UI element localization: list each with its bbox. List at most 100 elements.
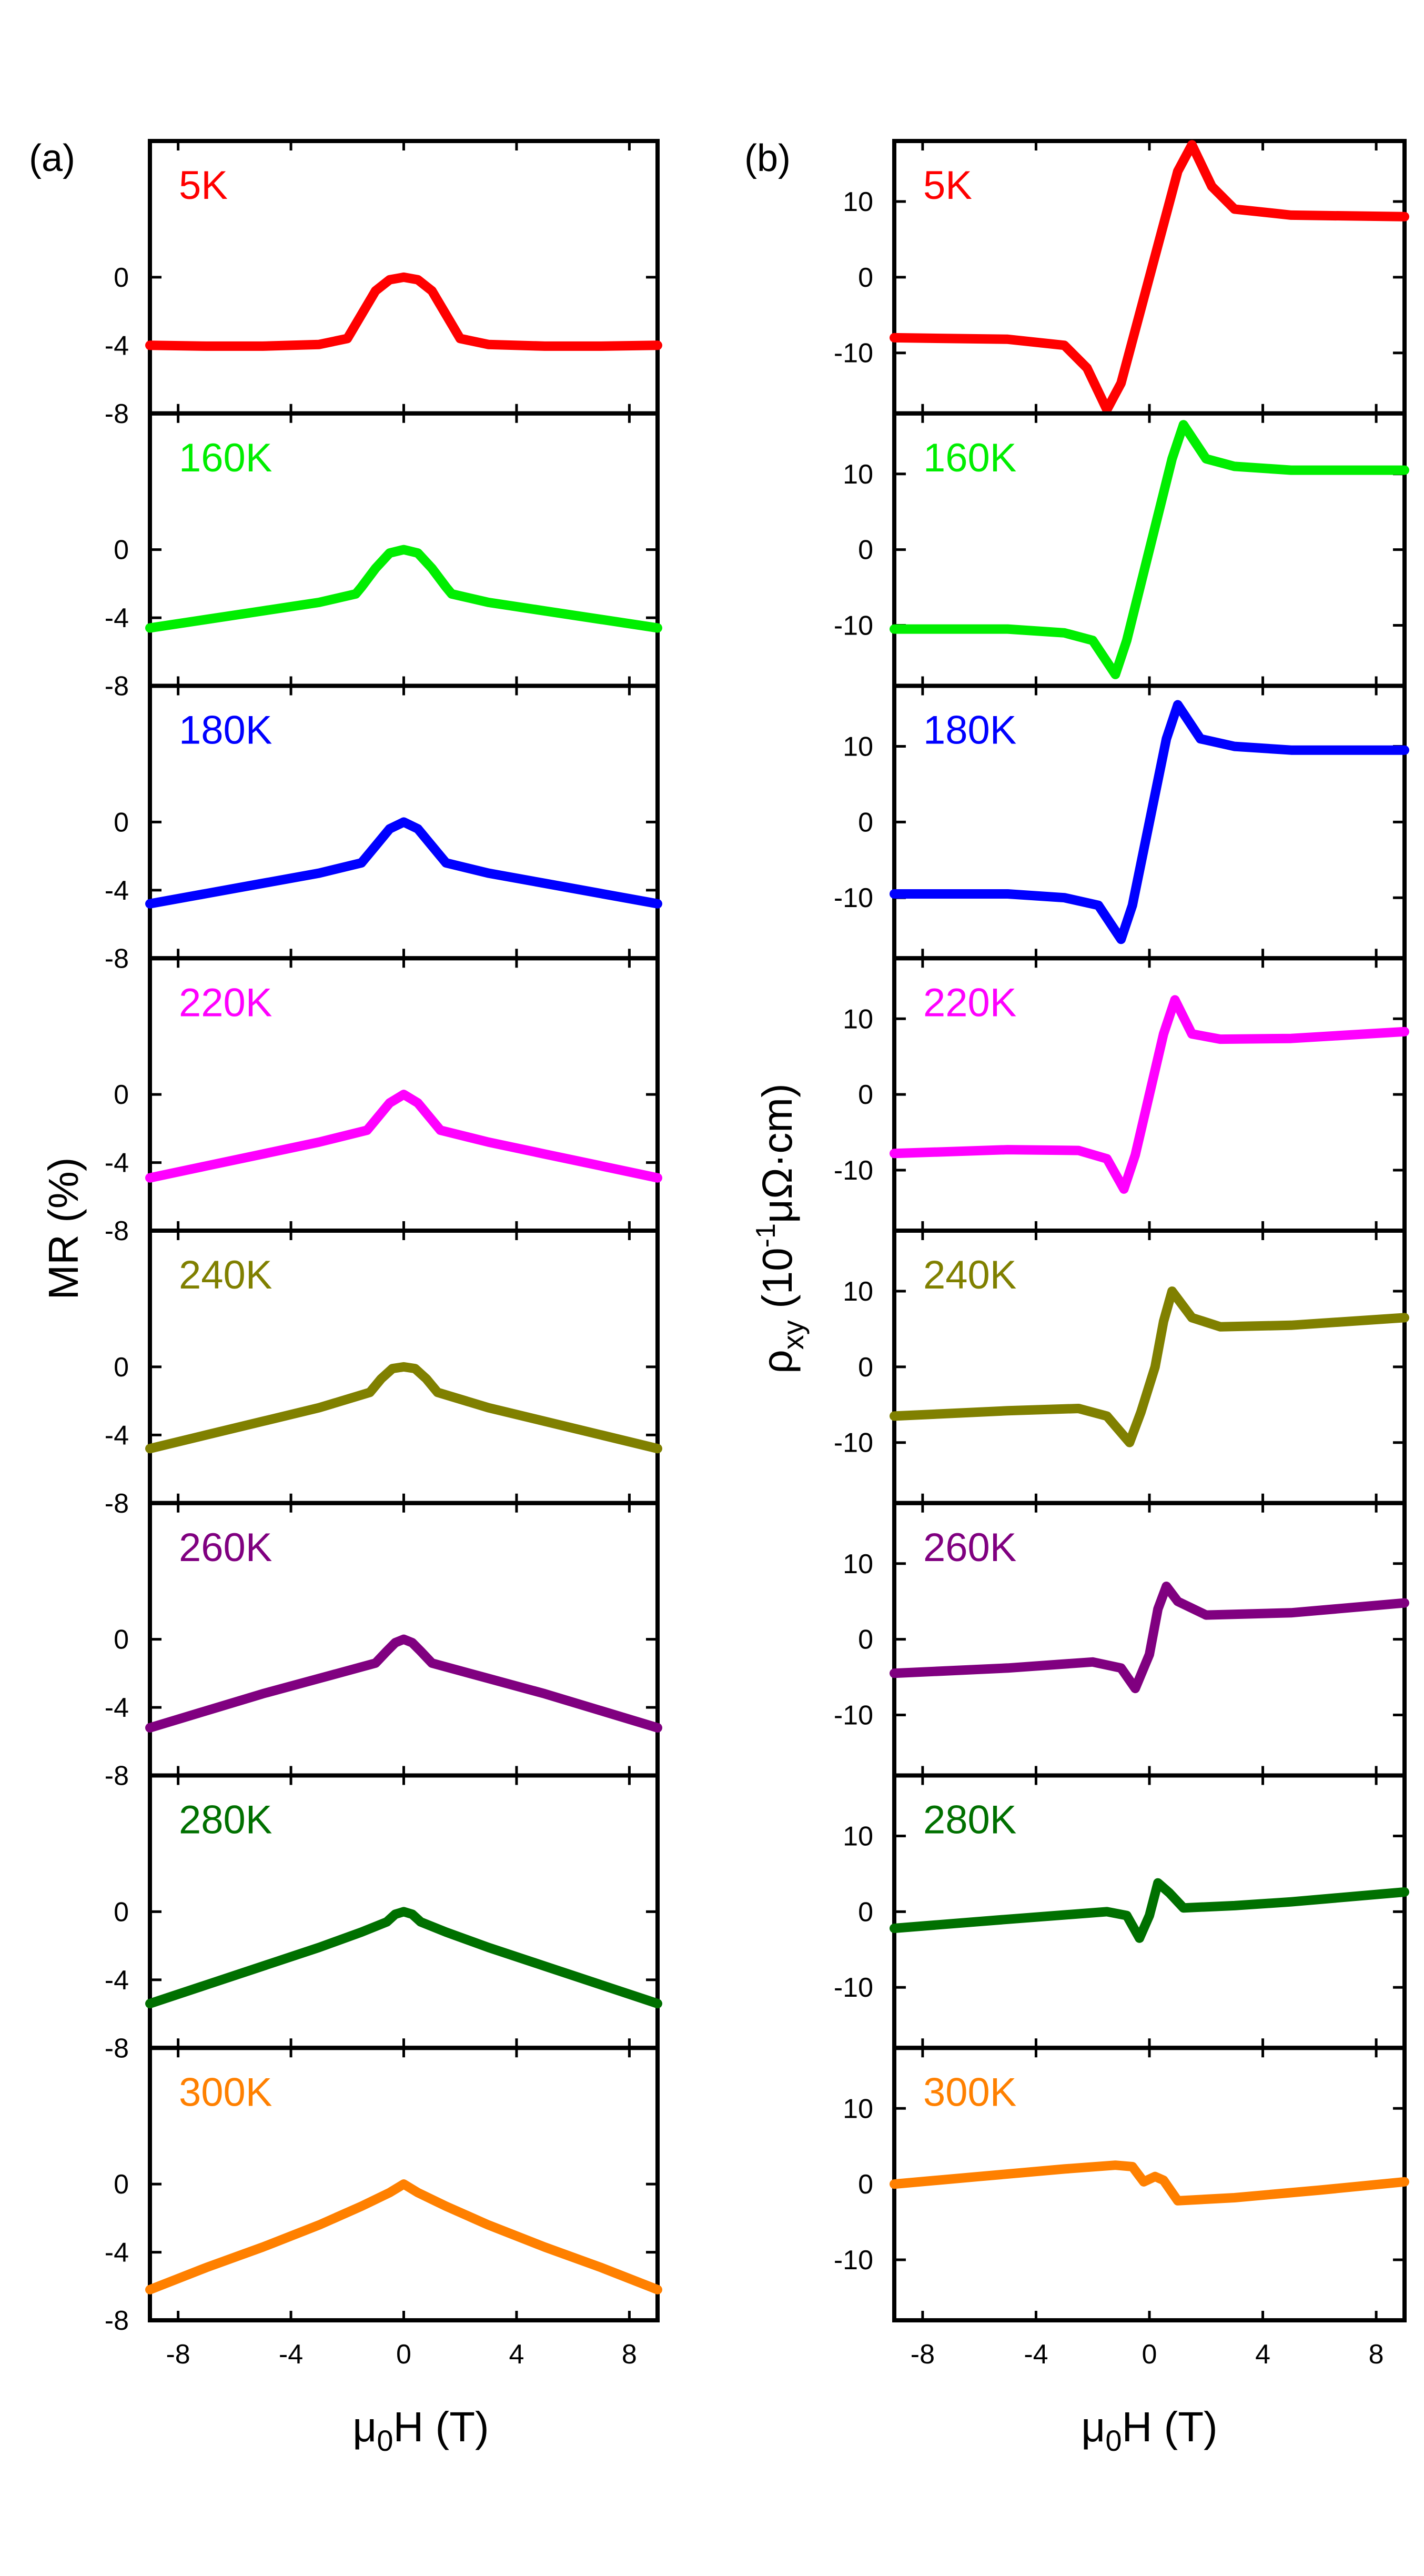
y-tick-label: 0 (858, 263, 873, 293)
series-label-260K: 260K (179, 1525, 272, 1570)
y-tick-label: -10 (834, 1155, 873, 1186)
panel-a-subplot-240K: 0 -4 -8 240K (105, 1229, 662, 1519)
y-tick-label: 10 (843, 187, 873, 217)
series-label-220K: 220K (179, 980, 272, 1025)
series-line-280K (890, 1878, 1409, 1943)
x-tick-label: 8 (1369, 2339, 1384, 2370)
y-tick-label: -10 (834, 1700, 873, 1730)
panel-a-x-axis: -8 -4 0 4 8 (166, 2339, 637, 2370)
series-line-5K (145, 272, 662, 351)
panel-a-subplot-220K: 0 -4 -8 220K (105, 956, 662, 1246)
series-label-180K: 180K (179, 708, 272, 753)
y-tick-label: 0 (114, 263, 129, 293)
y-tick-label: -8 (105, 1216, 129, 1246)
y-tick-label: -8 (105, 1488, 129, 1519)
y-tick-label: 0 (114, 807, 129, 838)
y-tick-label: 0 (114, 1625, 129, 1655)
y-tick-label: 0 (114, 1080, 129, 1110)
x-tick-label: 0 (1142, 2339, 1157, 2370)
x-tick-label: 4 (1255, 2339, 1270, 2370)
series-line-300K (890, 2160, 1409, 2206)
panel-b-subplot-220K: 10 0 -10 220K (834, 956, 1409, 1233)
y-tick-label: -8 (105, 671, 129, 702)
y-tick-label: -4 (105, 330, 129, 361)
x-tick-label: -4 (279, 2339, 303, 2370)
y-tick-label: -4 (105, 876, 129, 906)
x-tick-label: 0 (396, 2339, 411, 2370)
y-tick-label: 0 (114, 535, 129, 566)
y-tick-label: 10 (843, 1549, 873, 1579)
panel-b-subplot-5K: 10 0 -10 5K (834, 139, 1409, 416)
y-tick-label: 10 (843, 732, 873, 762)
series-line-220K (890, 995, 1409, 1194)
y-tick-label: -8 (105, 2306, 129, 2336)
y-tick-label: -10 (834, 1428, 873, 1458)
y-tick-label: 0 (858, 535, 873, 566)
series-line-260K (145, 1634, 662, 1733)
y-tick-label: 10 (843, 1822, 873, 1852)
y-tick-label: -8 (105, 1761, 129, 1792)
y-tick-label: 0 (858, 1080, 873, 1110)
y-tick-label: 0 (858, 2169, 873, 2200)
panel-b: (b) 10 0 -10 5K 10 0 -10 160K 10 0 -10 180K 10 0 -10 22… (744, 137, 1409, 2457)
panel-b-y-axis-title: ρxy (10-1μΩ·cm) (751, 1083, 810, 1373)
y-tick-label: -4 (105, 1148, 129, 1179)
y-tick-label: 0 (114, 1897, 129, 1927)
y-tick-label: -10 (834, 883, 873, 913)
x-tick-label: 4 (509, 2339, 524, 2370)
series-line-300K (145, 2179, 662, 2295)
y-tick-label: -10 (834, 610, 873, 641)
panel-a-plots: 0 -4 -8 5K 0 -4 -8 160K 0 -4 -8 180K 0 -4 -8 220K 0 -4 -8 2… (105, 139, 662, 2336)
y-tick-label: 10 (843, 2094, 873, 2124)
series-line-180K (890, 700, 1409, 944)
panel-a-label: (a) (29, 137, 75, 179)
y-tick-label: -8 (105, 943, 129, 974)
series-line-240K (890, 1286, 1409, 1447)
panel-b-x-axis: -8 -4 0 4 8 (911, 2339, 1384, 2370)
series-label-280K: 280K (923, 1798, 1017, 1843)
y-tick-label: -4 (105, 1965, 129, 1996)
series-line-160K (145, 545, 662, 633)
series-label-220K: 220K (923, 980, 1017, 1025)
y-tick-label: -4 (105, 1420, 129, 1451)
series-label-300K: 300K (179, 2070, 272, 2115)
y-tick-label: -8 (105, 2033, 129, 2064)
series-label-240K: 240K (923, 1253, 1017, 1297)
x-tick-label: 8 (622, 2339, 637, 2370)
panel-b-plots: 100-105K100-10160K100-10180K100-10220K10… (834, 139, 1409, 2322)
panel-b-label: (b) (744, 137, 791, 179)
panel-a-subplot-180K: 0 -4 -8 180K (105, 683, 662, 974)
panel-b-subplot-180K: 10 0 -10 180K (834, 683, 1409, 961)
series-line-220K (145, 1090, 662, 1183)
y-tick-label: 0 (858, 1352, 873, 1383)
series-label-260K: 260K (923, 1525, 1017, 1570)
series-label-5K: 5K (923, 163, 972, 208)
x-tick-label: -8 (911, 2339, 935, 2370)
y-tick-label: -8 (105, 399, 129, 429)
x-tick-label: -8 (166, 2339, 190, 2370)
y-tick-label: -4 (105, 603, 129, 633)
panel-a-subplot-5K: 0 -4 -8 5K (105, 139, 662, 429)
series-label-280K: 280K (179, 1798, 272, 1843)
panel-a-x-axis-title: μ0H (T) (352, 2403, 489, 2457)
series-label-5K: 5K (179, 163, 228, 208)
panel-a-subplot-300K: 0 -4 -8 300K (105, 2046, 662, 2336)
panel-b-x-axis-title: μ0H (T) (1081, 2403, 1217, 2457)
series-line-260K (890, 1582, 1409, 1694)
y-tick-label: -4 (105, 2238, 129, 2268)
panel-a: (a) 0-4-85K0-4-8160K0-4-8180K0-4-8220K0-… (29, 137, 662, 2457)
y-tick-label: -10 (834, 2245, 873, 2276)
y-tick-label: 10 (843, 1276, 873, 1307)
series-label-180K: 180K (923, 708, 1017, 753)
panel-a-y-axis-title: MR (%) (40, 1157, 87, 1300)
y-tick-label: 10 (843, 459, 873, 490)
y-tick-label: -10 (834, 338, 873, 369)
series-line-240K (145, 1362, 662, 1454)
panel-b-subplot-280K: 10 0 -10 280K (834, 1773, 1409, 2050)
y-tick-label: -10 (834, 1973, 873, 2003)
series-line-160K (890, 420, 1409, 679)
series-label-240K: 240K (179, 1253, 272, 1297)
y-tick-label: 0 (114, 2169, 129, 2200)
series-line-5K (890, 140, 1409, 415)
